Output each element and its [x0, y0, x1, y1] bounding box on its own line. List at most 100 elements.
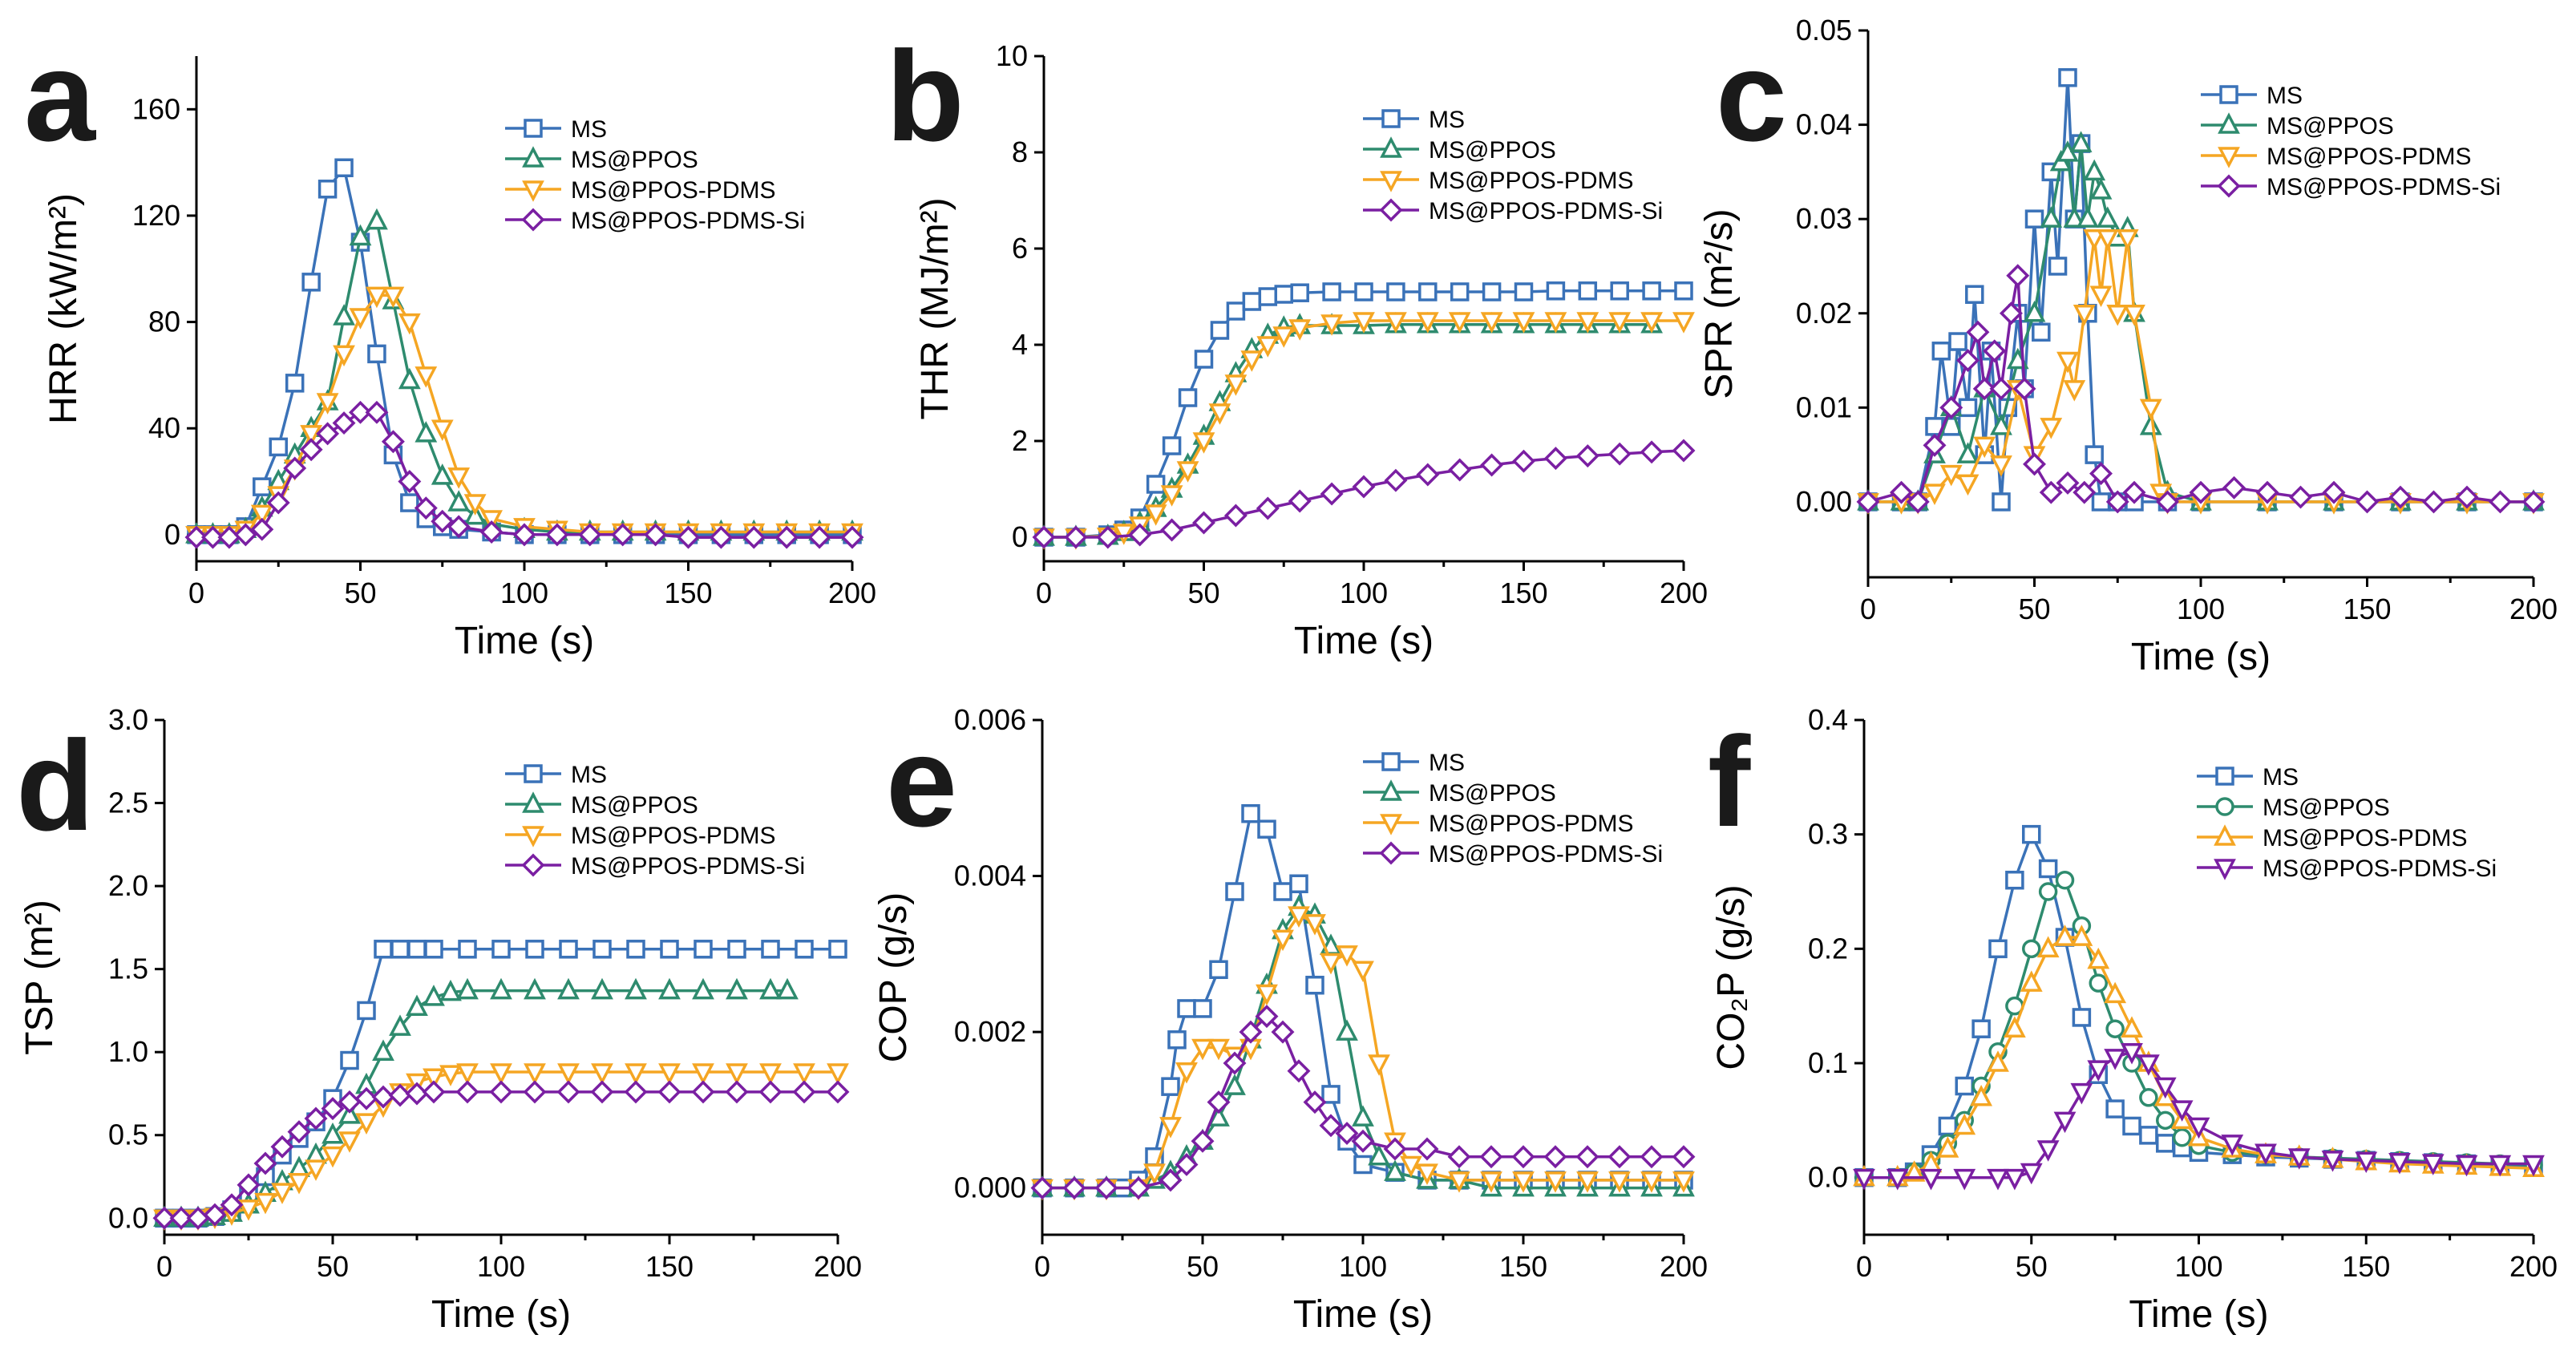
y-tick-label: 1.0 [108, 1035, 148, 1068]
series-MS@PPOS-PDMS-Si [1856, 264, 2546, 514]
data-point [1354, 282, 1373, 301]
data-point [2121, 1042, 2143, 1065]
data-point [2022, 939, 2041, 959]
x-tick-label: 150 [664, 576, 712, 609]
data-point [2455, 1155, 2478, 1177]
y-tick-label: 10 [996, 39, 1028, 72]
data-point [287, 1120, 311, 1144]
data-point [1304, 914, 1326, 936]
data-point [1448, 1171, 1470, 1193]
data-point [300, 425, 323, 447]
data-point [2069, 131, 2093, 152]
data-point [2032, 322, 2051, 342]
legend-marker [2217, 174, 2241, 198]
data-point [1480, 1171, 1502, 1193]
y-tick-label: 0.002 [954, 1015, 1026, 1048]
data-point [1096, 525, 1120, 549]
y-tick-label: 0.004 [954, 860, 1026, 892]
panel-letter: e [886, 710, 957, 853]
legend-marker [1380, 136, 1402, 158]
data-point [184, 525, 208, 549]
data-point [1971, 1019, 1991, 1038]
data-point [2421, 1154, 2445, 1175]
y-tick-label: 160 [132, 92, 180, 125]
data-point [524, 977, 546, 1000]
y-axis-title: HRR (kW/m²) [42, 193, 85, 424]
data-point [1242, 292, 1262, 311]
data-point [658, 977, 681, 1000]
data-point [1255, 1005, 1279, 1029]
data-point [398, 470, 422, 494]
data-point [1989, 377, 2013, 401]
data-point [406, 994, 428, 1017]
y-tick-label: 2.5 [108, 787, 148, 819]
data-point [237, 1199, 260, 1221]
data-point [1575, 1145, 1599, 1169]
data-point [354, 1086, 378, 1110]
data-point [1175, 1152, 1199, 1176]
data-point [1162, 436, 1182, 455]
legend-label: MS@PPOS-PDMS-Si [571, 853, 805, 880]
data-point [2422, 490, 2445, 514]
x-tick-label: 200 [2509, 1250, 2558, 1283]
data-point [1966, 320, 1990, 344]
data-point [288, 1172, 310, 1195]
data-point [398, 313, 421, 335]
data-point [557, 1063, 580, 1085]
data-point [169, 1206, 193, 1230]
data-point [1416, 463, 1440, 487]
data-point [458, 940, 477, 959]
data-point [1288, 489, 1312, 513]
panel-letter: a [24, 24, 96, 168]
data-point [1853, 1168, 1875, 1191]
data-point [1610, 281, 1629, 301]
x-axis-title: Time (s) [431, 1293, 571, 1336]
data-point [759, 977, 782, 1000]
data-point [1939, 464, 1963, 487]
data-point [1160, 485, 1183, 507]
data-point [266, 491, 290, 515]
y-tick-label: 0.3 [1808, 818, 1848, 851]
data-point [2083, 229, 2106, 251]
data-point [489, 1080, 513, 1104]
data-point [624, 1080, 648, 1104]
data-point [2040, 418, 2063, 439]
legend-label: MS@PPOS [1429, 137, 1556, 164]
data-point [2255, 480, 2279, 504]
data-point [2287, 1148, 2311, 1170]
data-point [692, 977, 714, 1000]
legend-marker [1379, 841, 1403, 865]
data-point [2053, 924, 2077, 946]
data-point [321, 1122, 344, 1144]
data-point [2022, 824, 2041, 844]
data-point [1032, 525, 1056, 549]
data-point [1241, 803, 1260, 823]
data-point [2388, 1152, 2411, 1175]
y-axis-title: CO₂P (g/s) [1710, 884, 1753, 1070]
legend-marker [1380, 814, 1402, 835]
data-point [2087, 1060, 2110, 1082]
data-point [431, 419, 454, 441]
x-tick-label: 200 [2509, 593, 2558, 625]
data-point [1448, 312, 1471, 334]
legend-label: MS@PPOS [1429, 780, 1556, 807]
data-point [1160, 518, 1184, 542]
series-MS@PPOS-PDMS-Si [152, 1080, 850, 1230]
panel-b: b 0 50 100 150 200 0 2 4 6 8 10 Time (s) THR (MJ/m²) M… [886, 24, 1708, 662]
data-point [338, 1131, 361, 1153]
data-point [1368, 1143, 1390, 1166]
data-point [625, 1063, 647, 1085]
data-point [2096, 229, 2119, 251]
data-point [1320, 482, 1344, 506]
data-point [2036, 936, 2060, 958]
data-point [2322, 480, 2346, 504]
data-point [727, 940, 746, 959]
data-point [2105, 1099, 2125, 1118]
data-point [1640, 312, 1663, 334]
y-axis-title: SPR (m²/s) [1698, 208, 1741, 398]
panel-letter: d [16, 714, 95, 857]
data-point [2089, 973, 2108, 993]
data-point [365, 400, 389, 424]
data-point [1512, 1171, 1535, 1193]
data-point [1273, 882, 1292, 901]
